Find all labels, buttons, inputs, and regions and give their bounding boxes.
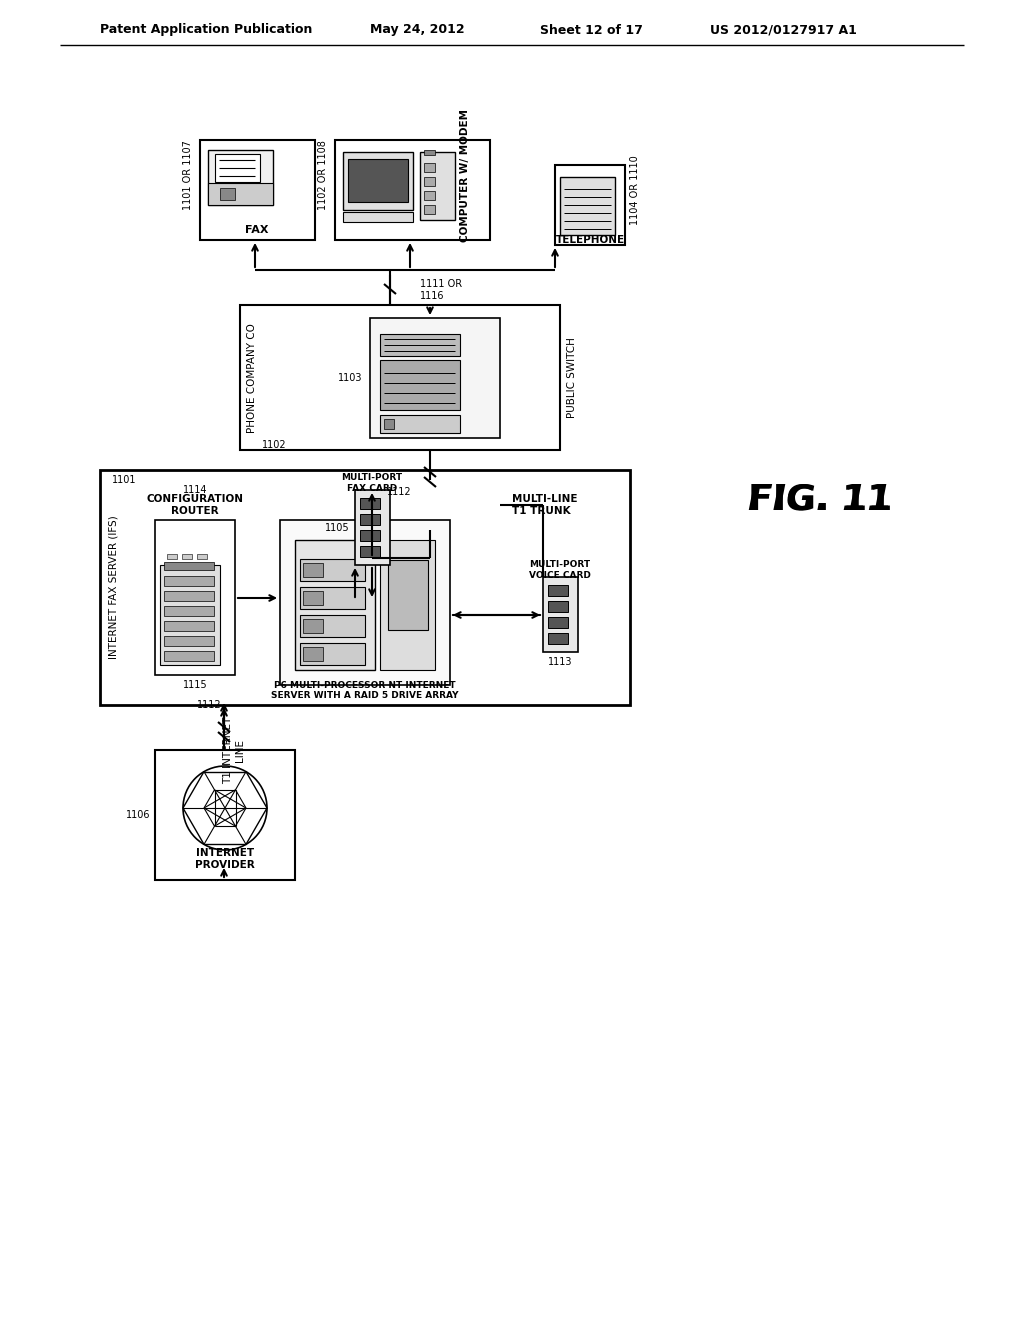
Text: US 2012/0127917 A1: US 2012/0127917 A1 — [710, 24, 857, 37]
Text: TELEPHONE: TELEPHONE — [555, 235, 625, 246]
Text: COMPUTER W/ MODEM: COMPUTER W/ MODEM — [460, 108, 470, 242]
Text: 1112: 1112 — [198, 700, 222, 710]
Bar — [360, 498, 380, 510]
Bar — [303, 619, 323, 634]
Text: MULTI-PORT
FAX CARD: MULTI-PORT FAX CARD — [341, 474, 402, 492]
Bar — [300, 558, 365, 581]
Text: 1112: 1112 — [387, 487, 412, 498]
Bar — [215, 154, 260, 182]
Bar — [548, 601, 568, 612]
Bar — [360, 531, 380, 541]
Bar — [424, 162, 435, 172]
Text: 1114: 1114 — [182, 484, 207, 495]
Bar — [100, 470, 630, 705]
Bar — [240, 305, 560, 450]
Text: T1 INTERNET
LINE: T1 INTERNET LINE — [223, 717, 245, 784]
Text: INTERNET
PROVIDER: INTERNET PROVIDER — [196, 849, 255, 870]
Bar — [300, 615, 365, 638]
Bar — [300, 643, 365, 665]
Bar — [164, 606, 214, 616]
Bar — [303, 564, 323, 577]
Bar — [424, 150, 435, 154]
Text: MULTI-PORT
VOICE CARD: MULTI-PORT VOICE CARD — [529, 560, 591, 579]
Text: FIG. 11: FIG. 11 — [748, 483, 892, 517]
Bar — [208, 183, 273, 205]
Text: CONFIGURATION
ROUTER: CONFIGURATION ROUTER — [146, 494, 244, 516]
Text: INTERNET FAX SERVER (IFS): INTERNET FAX SERVER (IFS) — [109, 515, 119, 659]
Bar — [380, 414, 460, 433]
Bar — [155, 750, 295, 880]
Bar — [155, 520, 234, 675]
Bar — [548, 634, 568, 644]
Text: 1102 OR 1108: 1102 OR 1108 — [318, 140, 328, 210]
Text: FIG. 11: FIG. 11 — [748, 483, 892, 517]
Bar — [370, 318, 500, 438]
Bar — [197, 554, 207, 558]
Text: P6 MULTI-PROCESSOR NT INTERNET
SERVER WITH A RAID 5 DRIVE ARRAY: P6 MULTI-PROCESSOR NT INTERNET SERVER WI… — [271, 681, 459, 701]
Bar — [560, 177, 615, 235]
Bar — [370, 480, 500, 531]
Text: 1111 OR
1116: 1111 OR 1116 — [420, 280, 462, 301]
Bar — [360, 513, 380, 525]
Bar — [388, 560, 428, 630]
Bar — [548, 616, 568, 628]
Bar — [295, 540, 375, 671]
Bar — [167, 554, 177, 558]
Text: Sheet 12 of 17: Sheet 12 of 17 — [540, 24, 643, 37]
Text: PUBLIC SWITCH: PUBLIC SWITCH — [567, 338, 577, 418]
Text: 1102: 1102 — [262, 440, 287, 450]
Bar — [424, 191, 435, 201]
Text: 1103: 1103 — [338, 374, 362, 383]
Bar — [420, 152, 455, 220]
Bar — [280, 520, 450, 685]
Bar — [200, 140, 315, 240]
Bar — [424, 205, 435, 214]
Bar — [335, 140, 490, 240]
Text: 1106: 1106 — [126, 810, 150, 820]
Bar — [355, 490, 390, 565]
Text: PHONE COMPANY CO: PHONE COMPANY CO — [247, 323, 257, 433]
Bar — [303, 647, 323, 661]
Text: FAX: FAX — [246, 224, 268, 235]
Bar — [208, 150, 273, 205]
Text: MULTI-LINE
T1 TRUNK: MULTI-LINE T1 TRUNK — [512, 494, 578, 516]
Bar — [300, 587, 365, 609]
Bar — [164, 651, 214, 661]
Bar — [164, 576, 214, 586]
Bar — [555, 165, 625, 246]
Bar — [303, 591, 323, 605]
Bar — [348, 158, 408, 202]
Text: 1101 OR 1107: 1101 OR 1107 — [183, 140, 193, 210]
Bar — [160, 565, 220, 665]
Bar — [380, 334, 460, 356]
Bar — [343, 213, 413, 222]
Bar — [360, 546, 380, 557]
Bar — [380, 360, 460, 411]
Bar — [343, 152, 413, 210]
Text: Patent Application Publication: Patent Application Publication — [100, 24, 312, 37]
Bar — [182, 554, 193, 558]
Bar — [220, 187, 234, 201]
Bar — [384, 418, 394, 429]
Bar — [543, 577, 578, 652]
Bar — [164, 620, 214, 631]
Text: 1115: 1115 — [182, 680, 207, 690]
Text: 1104 OR 1110: 1104 OR 1110 — [630, 156, 640, 224]
Text: 1105: 1105 — [326, 523, 350, 533]
Bar — [548, 585, 568, 597]
Bar — [424, 177, 435, 186]
Bar — [164, 591, 214, 601]
Bar — [164, 562, 214, 570]
Bar — [380, 540, 435, 671]
Bar — [164, 636, 214, 645]
Text: 1113: 1113 — [548, 657, 572, 667]
Text: May 24, 2012: May 24, 2012 — [370, 24, 465, 37]
Text: 1101: 1101 — [112, 475, 136, 484]
